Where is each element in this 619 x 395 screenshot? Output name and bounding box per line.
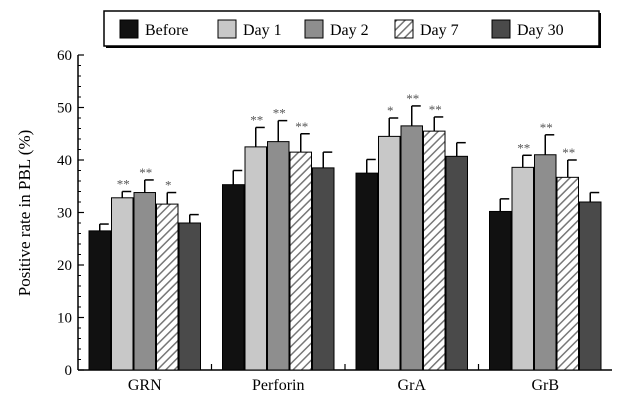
category-label: Perforin (252, 377, 304, 394)
significance-marker: * (165, 178, 172, 193)
bar-day-30-grn (178, 222, 201, 371)
legend-label-day-1: Day 1 (243, 22, 282, 39)
legend-swatch-day-1 (217, 19, 237, 39)
bar-day-30-grb (579, 201, 602, 371)
bar-before-gra (355, 172, 378, 371)
bar-day-7-grn (156, 203, 179, 371)
bar-day-1-grn (111, 197, 134, 371)
y-tick-label: 60 (57, 48, 72, 64)
significance-marker: ** (429, 102, 442, 117)
y-tick-label: 40 (57, 153, 72, 169)
legend-box (103, 10, 600, 47)
bar-day-7-perforin (289, 151, 312, 371)
bar-day-30-perforin (312, 167, 335, 371)
legend-swatch-day-7 (394, 19, 414, 39)
bar-day-1-grb (511, 166, 534, 371)
significance-marker: * (387, 103, 394, 118)
legend-swatch-day-2 (304, 19, 324, 39)
legend: Before Day 1 Day 2 Day 7 Day 30 (103, 10, 601, 48)
y-tick-label: 0 (65, 363, 73, 379)
significance-marker: ** (562, 145, 575, 160)
category-label: GrA (398, 377, 427, 394)
bar-before-grb (489, 210, 512, 371)
significance-marker: ** (517, 140, 530, 155)
legend-label-day-2: Day 2 (330, 22, 369, 39)
legend-label-day-7: Day 7 (420, 22, 459, 39)
y-tick-label: 50 (57, 101, 72, 117)
bar-day-7-gra (423, 130, 446, 371)
y-axis-title: Positive rate in PBL (%) (15, 130, 34, 297)
bar-day-2-grn (133, 192, 156, 371)
y-tick-label: 20 (57, 258, 72, 274)
significance-marker: ** (406, 91, 419, 106)
significance-marker: ** (117, 177, 130, 192)
bar-before-grn (88, 230, 111, 371)
y-tick-label: 30 (57, 206, 72, 222)
legend-swatch-day-30 (491, 19, 511, 39)
significance-marker: ** (273, 106, 286, 121)
bar-before-perforin (222, 184, 245, 371)
category-label: GrB (531, 377, 559, 394)
legend-label-day-30: Day 30 (517, 22, 564, 39)
bar-day-2-grb (534, 154, 557, 371)
bar-day-2-gra (400, 125, 423, 371)
significance-marker: ** (295, 119, 308, 134)
bar-day-1-gra (378, 135, 401, 371)
legend-swatch-before (119, 19, 139, 39)
category-label: GRN (128, 377, 162, 394)
bar-day-1-perforin (244, 146, 267, 371)
y-tick-label: 10 (57, 311, 72, 327)
significance-marker: ** (250, 112, 263, 127)
bar-day-2-perforin (267, 141, 290, 371)
bar-day-7-grb (556, 176, 579, 371)
significance-marker: ** (540, 120, 553, 135)
bar-day-30-gra (445, 155, 468, 371)
legend-label-before: Before (145, 22, 189, 39)
significance-marker: ** (139, 165, 152, 180)
